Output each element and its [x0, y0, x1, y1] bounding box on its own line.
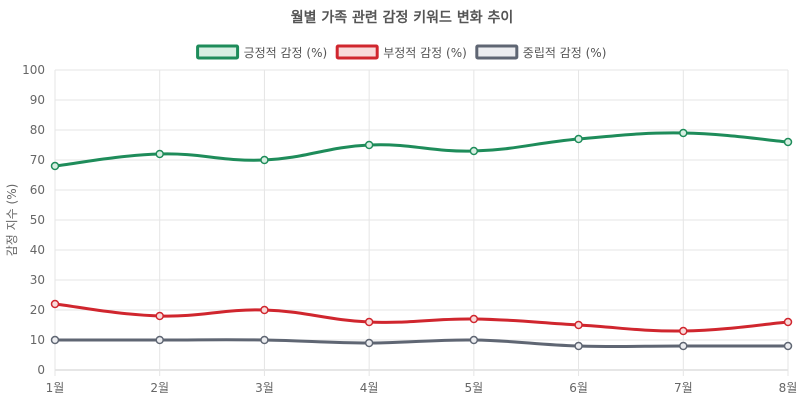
x-tick-label: 4월	[360, 381, 379, 395]
y-tick-label: 40	[30, 243, 45, 257]
x-tick-label: 5월	[465, 381, 484, 395]
x-tick-label: 1월	[46, 381, 65, 395]
legend-swatch[interactable]	[196, 44, 240, 60]
data-point[interactable]	[50, 299, 60, 309]
data-point[interactable]	[679, 341, 688, 351]
data-point[interactable]	[783, 341, 793, 351]
series-line	[54, 131, 789, 168]
x-tick-label: 6월	[569, 381, 588, 395]
legend-label: 중립적 감정 (%)	[523, 46, 607, 60]
y-axis-ticks: 0 10 20 30 40 50 60 70 80 90 100	[22, 63, 45, 377]
data-point[interactable]	[574, 341, 583, 351]
legend-label: 긍정적 감정 (%)	[244, 46, 328, 60]
series-group	[50, 128, 793, 351]
y-axis-label: 감정 지수 (%)	[5, 184, 19, 257]
x-axis-ticks: 1월 2월 3월 4월 5월 6월 7월 8월	[46, 381, 798, 395]
data-point[interactable]	[260, 335, 269, 345]
series-line	[55, 338, 788, 349]
grid	[54, 69, 789, 376]
data-point[interactable]	[260, 305, 269, 315]
data-point[interactable]	[469, 335, 479, 345]
y-tick-label: 80	[30, 123, 45, 137]
legend[interactable]: 긍정적 감정 (%) 부정적 감정 (%) 중립적 감정 (%)	[196, 44, 607, 60]
chart-title: 월별 가족 관련 감정 키워드 변화 추이	[291, 9, 513, 26]
data-point[interactable]	[50, 161, 60, 171]
y-tick-label: 60	[30, 183, 45, 197]
data-point[interactable]	[155, 311, 164, 321]
y-tick-label: 30	[30, 273, 45, 287]
series-0	[50, 128, 793, 171]
x-tick-label: 2월	[150, 381, 169, 395]
legend-label: 부정적 감정 (%)	[383, 46, 467, 60]
y-tick-label: 70	[30, 153, 45, 167]
x-tick-label: 3월	[255, 381, 274, 395]
y-tick-label: 100	[22, 63, 45, 77]
data-point[interactable]	[364, 317, 374, 327]
data-point[interactable]	[783, 317, 793, 327]
data-point[interactable]	[679, 128, 688, 138]
y-tick-label: 0	[37, 363, 45, 377]
data-point[interactable]	[574, 320, 583, 330]
data-point[interactable]	[574, 134, 583, 144]
data-point[interactable]	[260, 155, 269, 165]
data-point[interactable]	[679, 326, 688, 336]
y-tick-label: 90	[30, 93, 45, 107]
data-point[interactable]	[469, 146, 479, 156]
data-point[interactable]	[364, 338, 374, 348]
y-tick-label: 50	[30, 213, 45, 227]
data-point[interactable]	[469, 314, 479, 324]
data-point[interactable]	[155, 335, 164, 345]
legend-swatch[interactable]	[475, 44, 519, 60]
series-line	[54, 302, 789, 333]
y-tick-label: 20	[30, 303, 45, 317]
series-2	[50, 335, 793, 351]
data-point[interactable]	[155, 149, 164, 159]
legend-swatch[interactable]	[335, 44, 379, 60]
data-point[interactable]	[364, 140, 374, 150]
data-point[interactable]	[50, 335, 60, 345]
x-tick-label: 8월	[779, 381, 798, 395]
data-point[interactable]	[783, 137, 793, 147]
x-tick-label: 7월	[674, 381, 693, 395]
y-tick-label: 10	[30, 333, 45, 347]
series-1	[50, 299, 793, 336]
